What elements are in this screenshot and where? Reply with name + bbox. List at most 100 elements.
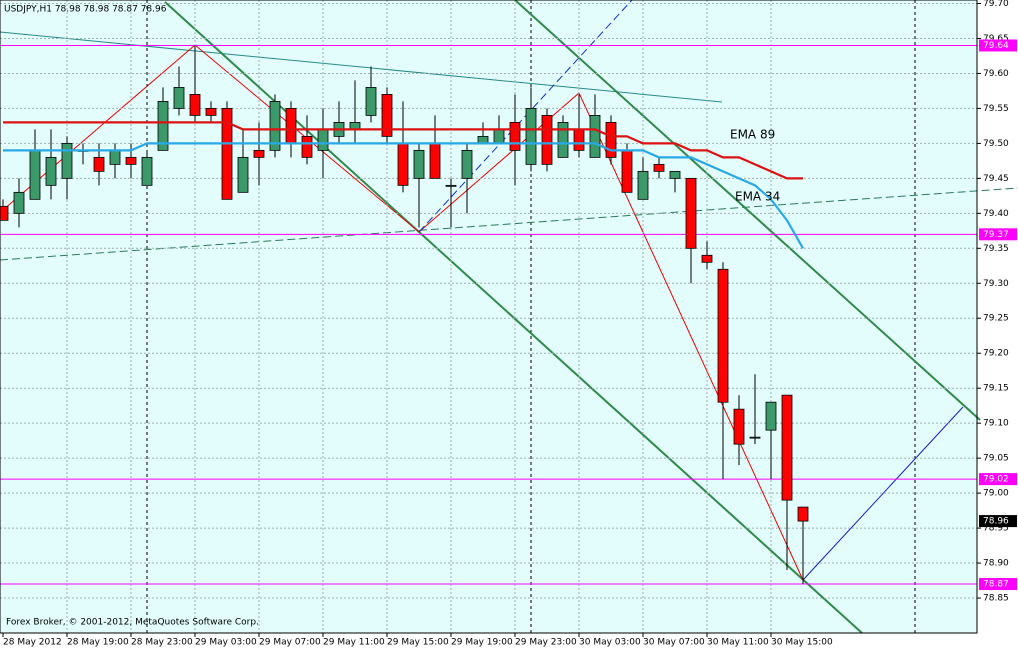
candle-body — [45, 156, 57, 186]
candle-body — [141, 156, 153, 186]
candle-body — [109, 149, 121, 165]
series-label: EMA 34 — [735, 190, 780, 204]
candle-body — [573, 128, 585, 151]
series-label: EMA 89 — [730, 128, 775, 142]
y-tick-label: 79.25 — [983, 314, 1009, 324]
x-tick-label: 29 May 15:00 — [387, 638, 449, 648]
candle-body — [0, 205, 9, 221]
channel-line — [514, 0, 981, 421]
ema-line — [3, 121, 803, 180]
copyright: Forex Broker, © 2001-2012, MetaQuotes So… — [6, 618, 259, 628]
x-tick-label: 29 May 03:00 — [195, 638, 257, 648]
candle-body — [733, 408, 745, 445]
y-tick-label: 79.35 — [983, 244, 1009, 254]
y-tick-label: 79.30 — [983, 279, 1009, 289]
y-tick-label: 78.95 — [983, 524, 1009, 534]
trend-line — [0, 31, 723, 103]
price-label: 78.87 — [983, 580, 1009, 590]
candle-body — [253, 149, 265, 158]
x-tick-label: 28 May 19:00 — [67, 638, 129, 648]
price-box — [979, 473, 1017, 486]
candle-body — [125, 156, 137, 165]
candle-body — [765, 401, 777, 431]
plot-frame — [0, 0, 978, 634]
price-box — [979, 228, 1017, 241]
x-tick-label: 30 May 15:00 — [771, 638, 833, 648]
candle-body — [29, 149, 41, 200]
ema-line — [3, 142, 804, 249]
current-price-label: 78.96 — [983, 517, 1009, 527]
candle-body — [365, 87, 377, 116]
candle-body — [493, 128, 505, 144]
trend-line — [418, 0, 633, 233]
x-tick-label: 28 May 23:00 — [131, 638, 193, 648]
x-tick-label: 29 May 19:00 — [451, 638, 513, 648]
candle-body — [429, 142, 441, 179]
price-box — [979, 578, 1017, 591]
x-tick-label: 28 May 2012 — [3, 638, 62, 648]
candle-body — [797, 506, 809, 522]
candle-body — [413, 149, 425, 179]
y-tick-label: 79.15 — [983, 384, 1009, 394]
x-tick-label: 29 May 23:00 — [515, 638, 577, 648]
candle-body — [61, 142, 73, 179]
y-tick-label: 79.45 — [983, 174, 1009, 184]
candle-body — [301, 135, 313, 158]
candle-body — [509, 122, 521, 151]
y-tick-label: 79.70 — [983, 0, 1009, 9]
candle-body — [269, 101, 281, 151]
marks — [0, 44, 977, 585]
y-tick-label: 78.85 — [983, 594, 1009, 604]
candle-body — [237, 156, 249, 193]
candle-body — [653, 163, 665, 172]
candle-body — [397, 142, 409, 186]
x-tick-label: 30 May 07:00 — [643, 638, 705, 648]
candle-body — [605, 122, 617, 158]
price-label: 79.37 — [983, 230, 1009, 240]
candle-body — [589, 115, 601, 158]
y-tick-label: 79.10 — [983, 419, 1009, 429]
y-tick-label: 79.55 — [983, 104, 1009, 114]
x-tick-label: 29 May 07:00 — [259, 638, 321, 648]
price-label: 79.64 — [983, 41, 1009, 51]
candle-body — [13, 191, 25, 214]
candle-body — [317, 128, 329, 151]
price-box — [979, 39, 1017, 52]
y-tick-label: 79.65 — [983, 34, 1009, 44]
candle-body — [93, 156, 105, 172]
candle-body — [157, 101, 169, 151]
y-tick-label: 79.00 — [983, 489, 1009, 499]
candle-body — [669, 170, 681, 179]
candle-body — [461, 149, 473, 179]
current-price-box — [979, 515, 1017, 528]
x-tick-label: 30 May 11:00 — [707, 638, 769, 648]
y-tick-label: 78.90 — [983, 559, 1009, 569]
candle-body — [525, 108, 537, 165]
candle-body — [781, 394, 793, 501]
trend-line — [802, 406, 964, 581]
candle-body — [749, 436, 761, 439]
y-tick-label: 79.20 — [983, 349, 1009, 359]
candle-body — [381, 94, 393, 137]
candle-body — [637, 170, 649, 200]
candle-body — [701, 254, 713, 263]
candle-body — [285, 108, 297, 144]
chart-header: USDJPY,H1 78.98 78.98 78.87 78.96 — [4, 5, 167, 15]
y-tick-label: 79.40 — [983, 209, 1009, 219]
x-tick-label: 30 May 03:00 — [579, 638, 641, 648]
candle-body — [205, 108, 217, 116]
candle-body — [557, 122, 569, 158]
plot-background — [0, 0, 977, 633]
candle-body — [173, 87, 185, 109]
candle-body — [717, 268, 729, 403]
y-tick-label: 79.50 — [983, 139, 1009, 149]
x-tick-label: 29 May 11:00 — [323, 638, 385, 648]
candle-body — [445, 184, 457, 187]
y-tick-label: 79.05 — [983, 454, 1009, 464]
candle-body — [541, 115, 553, 165]
price-label: 79.02 — [983, 475, 1009, 485]
candle-body — [189, 94, 201, 116]
candle-body — [221, 108, 233, 200]
y-tick-label: 79.60 — [983, 69, 1009, 79]
